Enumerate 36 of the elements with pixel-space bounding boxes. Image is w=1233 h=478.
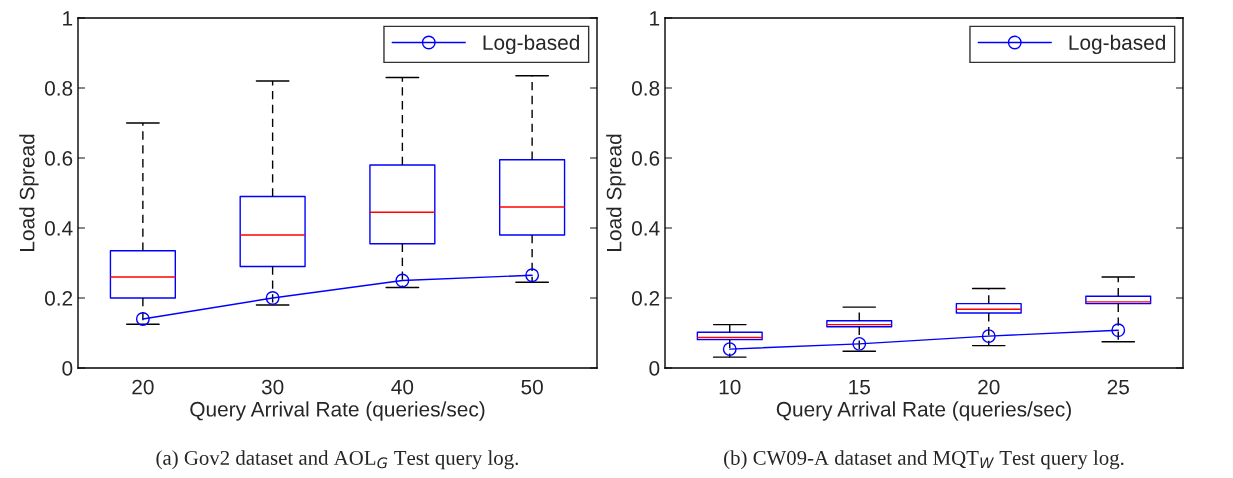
point (852, 336, 867, 351)
x-tick-label: 20 (978, 379, 1000, 395)
point (722, 342, 737, 357)
text: (a) Gov2 dataset and AOL$_{G}$ Test query log. (156, 450, 518, 470)
point (1111, 323, 1126, 338)
y-tick-label: 0.8 (44, 81, 73, 96)
legend-label: Log-based (1069, 34, 1165, 55)
y-tick-label: 0 (62, 361, 73, 376)
x-tick-label: 20 (132, 379, 154, 395)
x-tick-label: 10 (719, 379, 741, 395)
x-tick-label: 25 (1107, 379, 1129, 395)
y-tick-label: 0.2 (631, 291, 660, 306)
x-axis-title: Query Arrival Rate (queries/sec) (190, 401, 485, 421)
x-axis-title: Query Arrival Rate (queries/sec) (776, 401, 1071, 421)
x-tick-label: 15 (849, 379, 870, 395)
y-tick-label: 1 (650, 11, 660, 26)
text: (b) CW09-A dataset and MQT$_{W}$ Test query log. (724, 450, 1124, 470)
y-axis-title: Load Spread (19, 134, 39, 251)
point (395, 273, 410, 288)
x-tick-label: 40 (391, 379, 414, 395)
point (525, 268, 540, 283)
y-tick-label: 0.4 (44, 221, 73, 236)
y-tick-label: 0.2 (44, 291, 73, 306)
y-tick-label: 1 (63, 11, 73, 26)
legend-label: Log-based (483, 34, 579, 55)
point (265, 291, 280, 305)
point (981, 329, 996, 344)
x-tick-label: 30 (261, 379, 284, 395)
x-tick-label: 50 (521, 379, 543, 395)
y-tick-label: 0.4 (631, 221, 660, 236)
y-tick-label: 0.6 (631, 151, 660, 166)
y-tick-label: 0.8 (631, 81, 660, 96)
y-axis-title: Load Spread (606, 134, 626, 251)
y-tick-label: 0.6 (44, 151, 73, 166)
point (135, 312, 150, 326)
y-tick-label: 0 (649, 361, 660, 376)
